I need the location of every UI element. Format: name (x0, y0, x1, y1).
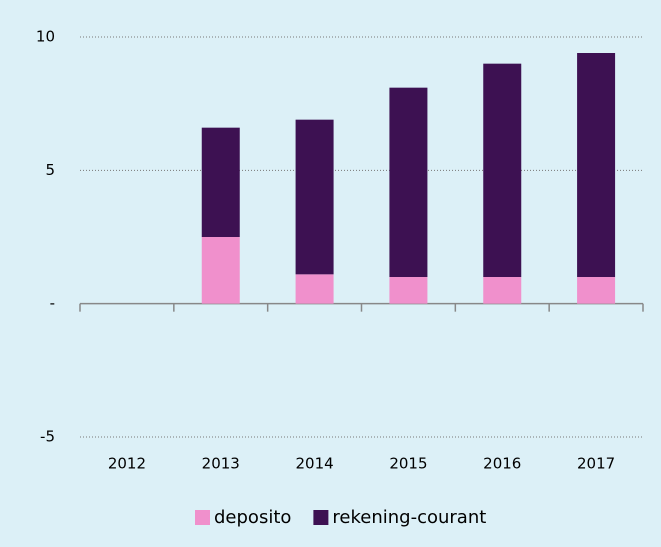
bar-segment (577, 277, 616, 304)
bar-segment (577, 53, 616, 277)
legend-label: rekening-courant (332, 507, 486, 528)
bar-segment (295, 119, 334, 275)
bar-segment (201, 127, 240, 237)
bar-segment (295, 274, 334, 304)
y-tick-label: 10 (36, 28, 55, 46)
legend-swatch (195, 510, 210, 525)
x-tick-label: 2015 (389, 455, 427, 473)
legend-swatch (313, 510, 329, 525)
y-tick-label: - (50, 294, 55, 312)
bar-segment (389, 277, 428, 304)
bar-segment (483, 63, 522, 277)
legend-label: deposito (214, 507, 291, 528)
x-tick-label: 2016 (483, 455, 521, 473)
x-tick-label: 2013 (202, 455, 240, 473)
bar-segment (389, 87, 428, 278)
x-tick-label: 2017 (577, 455, 615, 473)
y-tick-label: -5 (40, 428, 55, 446)
bar-segment (201, 237, 240, 304)
bar-segment (483, 277, 522, 304)
y-tick-label: 5 (45, 161, 55, 179)
x-tick-label: 2012 (108, 455, 146, 473)
x-tick-label: 2014 (295, 455, 333, 473)
